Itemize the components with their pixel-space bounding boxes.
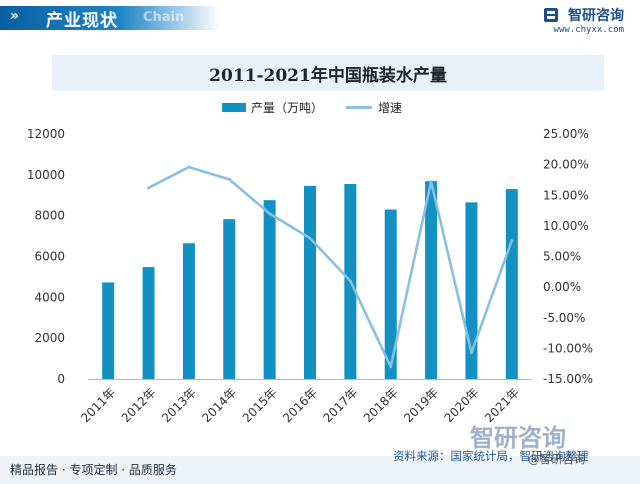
growth-point	[187, 165, 191, 169]
y-left-tick-label: 12000	[27, 127, 65, 141]
bar	[223, 219, 236, 379]
growth-point	[429, 180, 433, 184]
x-tick-label: 2011年	[78, 385, 118, 425]
bar	[384, 209, 397, 379]
bar	[425, 181, 438, 379]
growth-point	[308, 236, 312, 240]
brand-name: 智研咨询	[568, 7, 624, 24]
y-right-tick-label: 5.00%	[543, 250, 581, 264]
chart-title-box: 2011-2021年中国瓶装水产量	[52, 55, 604, 91]
growth-line	[147, 165, 514, 369]
brand-logo-icon	[543, 7, 558, 22]
footer-tagline: 精品报告 · 专项定制 · 品质服务	[10, 463, 177, 477]
y-right-tick-label: 25.00%	[543, 127, 589, 141]
section-title: 产业现状	[46, 11, 118, 31]
chevron-marks-icon: »	[10, 8, 19, 24]
growth-point	[389, 365, 393, 369]
growth-point	[147, 186, 151, 190]
growth-point	[268, 212, 272, 216]
x-tick-label: 2018年	[361, 385, 401, 425]
footer-bar	[0, 456, 640, 484]
growth-point	[469, 351, 473, 355]
x-tick-label: 2017年	[321, 385, 361, 425]
y-right-tick-label: -5.00%	[543, 311, 585, 325]
y-right-tick-label: 10.00%	[543, 219, 589, 233]
growth-point	[227, 177, 231, 181]
y-left-tick-label: 0	[57, 372, 65, 386]
bar	[142, 267, 155, 379]
source-note: 资料来源：国家统计局，智研咨询整理	[393, 449, 589, 463]
x-tick-label: 2015年	[240, 385, 280, 425]
y-left-tick-label: 2000	[34, 331, 65, 345]
x-tick-label: 2016年	[280, 385, 320, 425]
legend-bar-label: 产量（万吨）	[251, 101, 323, 115]
x-tick-label: 2019年	[401, 385, 441, 425]
y-left-tick-label: 8000	[34, 209, 65, 223]
legend-bar-swatch	[222, 103, 246, 112]
bottom-watermark: @智研咨询	[528, 452, 586, 466]
brand-url: www.chyxx.com	[553, 24, 624, 35]
bar	[263, 200, 276, 379]
bar	[102, 282, 115, 379]
brand: 智研咨询 www.chyxx.com	[543, 4, 624, 35]
x-tick-label: 2012年	[119, 385, 159, 425]
header-banner: » 产业现状 Chain 智研咨询 www.chyxx.com	[0, 0, 640, 35]
y-right-tick-label: -10.00%	[543, 341, 593, 355]
section-en-title: Chain	[143, 10, 185, 25]
bar	[304, 185, 316, 379]
watermark-logo: 智研咨询	[470, 424, 566, 452]
y-left-tick-label: 4000	[34, 290, 65, 304]
growth-point	[348, 279, 352, 283]
growth-point	[510, 239, 514, 243]
bar	[182, 243, 195, 379]
y-right-tick-label: 15.00%	[543, 188, 589, 202]
bar	[505, 189, 518, 379]
x-tick-label: 2014年	[199, 385, 239, 425]
y-left-tick-label: 6000	[34, 250, 65, 264]
chart-title: 2011-2021年中国瓶装水产量	[209, 65, 447, 86]
chart: 产量（万吨） 增速 0 2000 4000 6000 8000 10000 12000 -15.0…	[27, 101, 593, 425]
header-band	[0, 6, 220, 30]
legend-line-label: 增速	[378, 101, 402, 115]
y-right-tick-label: 20.00%	[543, 158, 589, 172]
y-right-tick-label: 0.00%	[543, 280, 581, 294]
y-right-tick-label: -15.00%	[543, 372, 593, 386]
x-tick-label: 2013年	[159, 385, 199, 425]
y-left-tick-label: 10000	[27, 168, 65, 182]
